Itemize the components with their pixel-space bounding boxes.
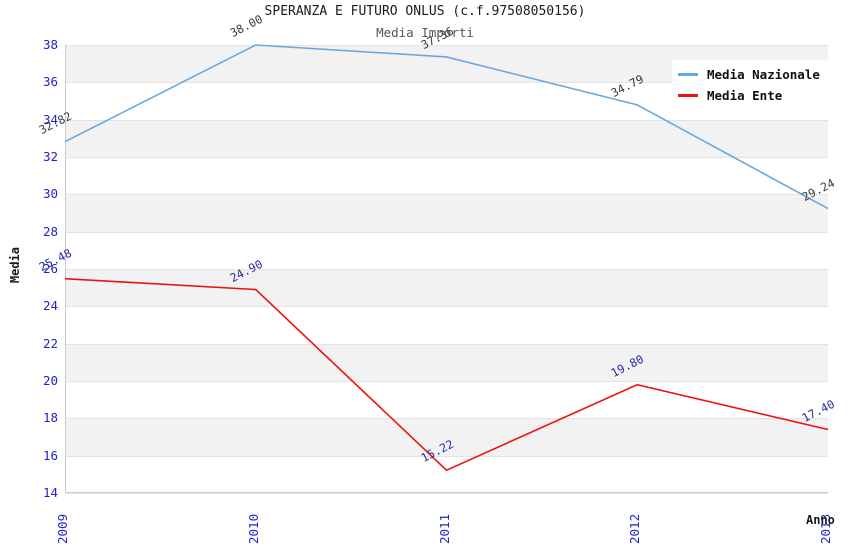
legend-label-media-nazionale: Media Nazionale	[707, 67, 820, 82]
y-axis-tick-label: 16	[42, 447, 58, 463]
x-axis-ticks: 2009 2010 2011 2012 2013	[0, 497, 850, 550]
legend-item-media-ente[interactable]: Media Ente	[678, 85, 820, 106]
gridline	[66, 306, 828, 308]
grid-band	[66, 343, 828, 381]
legend-swatch-media-ente	[678, 94, 698, 97]
y-axis-tick-label: 38	[42, 37, 58, 52]
x-axis-tick-label: 2011	[436, 513, 452, 544]
y-axis-title: Media	[8, 247, 22, 284]
x-axis-tick-label: 2010	[245, 513, 261, 544]
gridline	[66, 119, 828, 121]
legend-item-media-nazionale[interactable]: Media Nazionale	[678, 64, 820, 85]
gridline	[66, 343, 828, 345]
plot-area	[65, 45, 828, 494]
gridline	[66, 45, 828, 46]
grid-band	[66, 269, 828, 307]
gridline	[66, 493, 828, 494]
legend-swatch-media-nazionale	[678, 73, 698, 76]
y-axis-tick-label: 26	[42, 261, 58, 276]
gridline	[66, 381, 828, 382]
y-axis-tick-label: 36	[42, 74, 58, 90]
grid-band	[66, 119, 828, 157]
legend-label-media-ente: Media Ente	[707, 88, 783, 103]
gridline	[66, 418, 828, 420]
y-axis-tick-label: 18	[42, 410, 58, 426]
x-axis-tick-label: 2012	[627, 513, 643, 544]
y-axis-tick-label: 22	[42, 335, 58, 351]
legend: Media Nazionale Media Ente	[672, 60, 828, 110]
y-axis-ticks: 38 36 34 32 30 28 26 24 22 20 18 16 14	[0, 37, 58, 500]
y-axis-tick-label: 24	[42, 298, 58, 314]
y-axis-tick-label: 34	[42, 111, 58, 127]
y-axis-tick-label: 28	[42, 223, 58, 239]
x-axis-title: Anno	[806, 513, 835, 527]
y-axis-tick-label: 32	[42, 149, 58, 164]
gridline	[66, 231, 828, 233]
chart-subtitle: Media Importi	[376, 25, 474, 40]
y-axis-tick-label: 14	[42, 485, 58, 500]
x-axis-tick-label: 2009	[55, 513, 70, 544]
gridline	[66, 157, 828, 158]
chart-title: SPERANZA E FUTURO ONLUS (c.f.97508050156…	[264, 4, 586, 19]
gridline	[66, 455, 828, 457]
gridline	[66, 269, 828, 270]
gridline	[66, 194, 828, 196]
y-axis-tick-label: 20	[42, 373, 58, 388]
y-axis-tick-label: 30	[42, 186, 58, 202]
grid-band	[66, 194, 828, 232]
